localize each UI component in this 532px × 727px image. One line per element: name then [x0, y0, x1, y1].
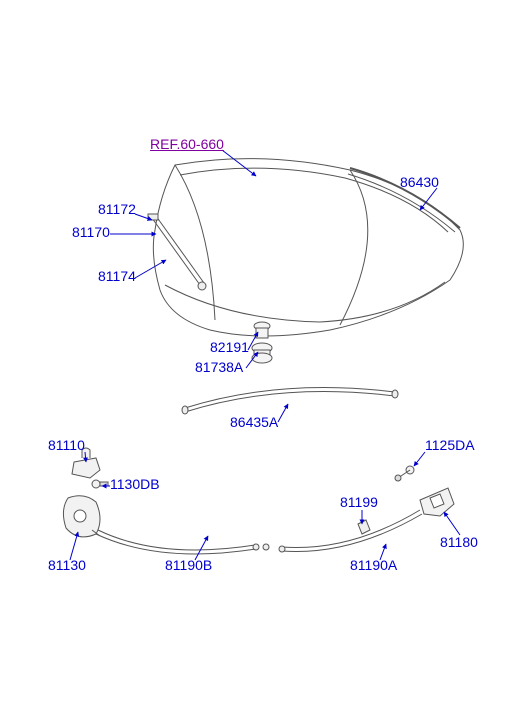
ref-link-60-660[interactable]: REF.60-660: [150, 136, 224, 152]
label-81130: 81130: [48, 557, 86, 573]
label-82191: 82191: [210, 339, 249, 355]
label-86435A: 86435A: [230, 414, 278, 430]
label-81199: 81199: [340, 494, 378, 510]
label-81190B: 81190B: [165, 557, 212, 573]
label-86430: 86430: [400, 174, 439, 190]
label-81190A: 81190A: [350, 557, 397, 573]
label-81110: 81110: [48, 437, 85, 453]
label-81738A: 81738A: [195, 359, 243, 375]
parts-diagram: REF.60-660 86430 81172 81170 81174 82191…: [0, 0, 532, 727]
diagram-svg: [0, 0, 532, 727]
label-81170: 81170: [72, 224, 110, 240]
label-1125DA: 1125DA: [425, 437, 475, 453]
label-81180: 81180: [440, 534, 478, 550]
label-81172: 81172: [98, 201, 136, 217]
label-81174: 81174: [98, 268, 136, 284]
label-1130DB: 1130DB: [110, 476, 160, 492]
